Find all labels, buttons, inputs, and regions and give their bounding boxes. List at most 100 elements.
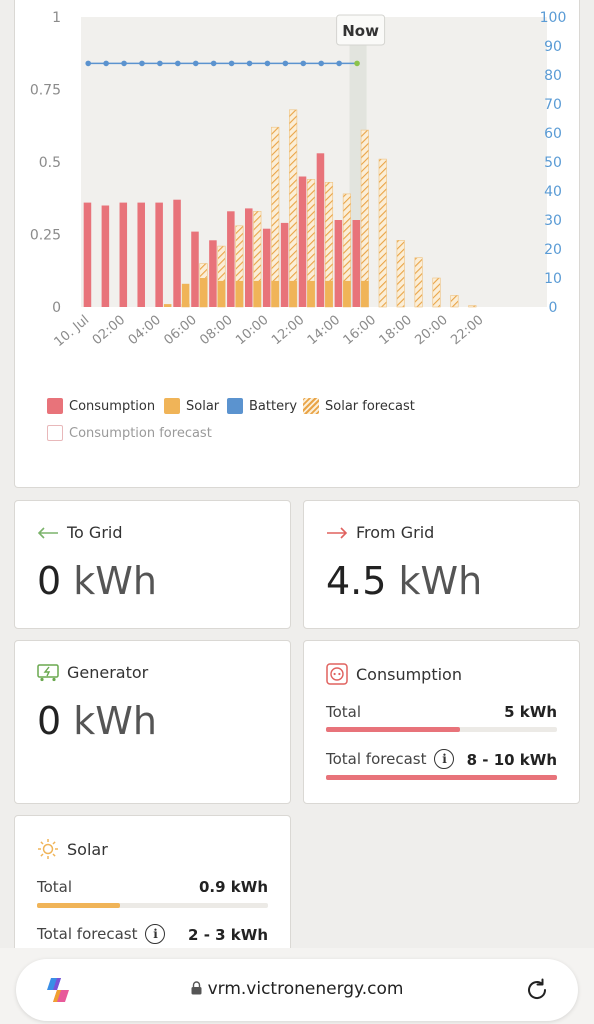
consumption-card[interactable]: Consumption Total 5 kWh Total forecast i… [303, 640, 580, 804]
url-display[interactable]: vrm.victronenergy.com [16, 979, 578, 999]
battery-point [336, 60, 342, 67]
battery-point [85, 60, 92, 67]
address-bar[interactable]: vrm.victronenergy.com [16, 959, 578, 1021]
solar-total-value: 0.9 kWh [199, 878, 268, 896]
y-right-tick-label: 10 [544, 271, 562, 287]
solar-forecast-bar [396, 240, 405, 308]
consumption-bar [352, 220, 361, 307]
legend-swatch-solar [164, 398, 180, 414]
legend-swatch-consumption [47, 398, 63, 414]
consumption-bar [173, 199, 181, 307]
consumption-bar [244, 208, 253, 307]
x-tick-label: 22:00 [448, 313, 486, 349]
info-icon[interactable]: i [145, 924, 166, 944]
solar-bar [235, 280, 244, 307]
sun-icon [38, 839, 58, 859]
generator-label: Generator [67, 663, 149, 682]
solar-forecast-bar [450, 295, 459, 308]
chart-card: 0 0.25 0.5 0.75 1 0 10 20 30 40 50 60 70 80 90 100 Now 10… [14, 0, 580, 488]
x-tick-label: 14:00 [305, 313, 343, 349]
from-grid-number: 4.5 [326, 559, 387, 603]
y-right-tick-label: 20 [544, 242, 562, 258]
y-right-tick-label: 60 [544, 126, 562, 142]
consumption-label: Consumption [356, 664, 462, 684]
solar-bar [163, 304, 172, 307]
solar-total-bar [37, 903, 268, 908]
solar-forecast-bar [289, 109, 298, 308]
x-tick-label: 16:00 [341, 313, 379, 349]
to-grid-number: 0 [37, 559, 62, 603]
info-icon[interactable]: i [434, 749, 455, 769]
now-label: Now [342, 22, 379, 40]
legend-solar[interactable]: Solar [164, 398, 219, 414]
to-grid-card[interactable]: To Grid 0 kWh [14, 500, 291, 629]
solar-bar [361, 280, 369, 307]
to-grid-title: To Grid [37, 523, 123, 542]
solar-bar [307, 280, 315, 307]
consumption-bar [191, 231, 199, 307]
y-right-tick-label: 90 [544, 39, 562, 55]
battery-point [246, 60, 253, 67]
reload-icon[interactable] [524, 977, 550, 1003]
legend-consumption[interactable]: Consumption [47, 398, 155, 414]
consumption-total-bar [326, 727, 557, 732]
solar-total-text: Total [37, 878, 73, 896]
y-right-tick-label: 0 [549, 300, 558, 316]
battery-point [300, 60, 307, 67]
consumption-bar [137, 202, 145, 307]
now-label-box [336, 14, 386, 46]
consumption-title: Consumption [326, 663, 462, 685]
consumption-bar [227, 211, 235, 307]
legend-solar-forecast[interactable]: Solar forecast [303, 398, 415, 414]
generator-unit: kWh [73, 699, 157, 743]
x-tick-label: 12:00 [269, 313, 307, 349]
y-left-tick-label: 0 [52, 300, 61, 316]
consumption-bar [316, 153, 325, 307]
consumption-total-label: Total [326, 703, 361, 721]
x-tick-label: 04:00 [126, 313, 164, 349]
copilot-icon[interactable] [43, 974, 75, 1006]
consumption-bar [334, 220, 343, 307]
consumption-bar [101, 205, 110, 307]
legend-label: Consumption [69, 398, 156, 414]
battery-point [228, 60, 235, 67]
legend-battery[interactable]: Battery [227, 398, 297, 414]
legend-label: Solar forecast [325, 398, 415, 414]
solar-bar [271, 280, 279, 307]
solar-bar [181, 283, 190, 307]
x-tick-label: 10. Jul [52, 313, 93, 351]
from-grid-card[interactable]: From Grid 4.5 kWh [303, 500, 580, 629]
to-grid-label: To Grid [67, 523, 123, 542]
generator-value: 0 kWh [37, 699, 157, 743]
x-tick-label: 10:00 [233, 313, 271, 349]
solar-forecast-bar [360, 129, 369, 308]
consumption-forecast-fill [326, 775, 557, 780]
legend-consumption-forecast[interactable]: Consumption forecast [47, 425, 212, 441]
to-grid-value: 0 kWh [37, 559, 157, 603]
consumption-forecast-label: Total forecast i [326, 749, 455, 769]
generator-icon [37, 663, 59, 681]
y-right-tick-label: 30 [544, 213, 562, 229]
y-right-tick-label: 100 [540, 10, 567, 26]
consumption-total-fill [326, 727, 460, 732]
battery-point [354, 60, 360, 67]
x-tick-label: 02:00 [90, 313, 128, 349]
consumption-bar [155, 202, 163, 307]
x-tick-label: 20:00 [412, 313, 450, 349]
generator-title: Generator [37, 663, 148, 682]
legend-swatch-solar-forecast [303, 398, 319, 414]
generator-card[interactable]: Generator 0 kWh [14, 640, 291, 804]
y-left-tick-label: 0.25 [30, 228, 61, 244]
solar-forecast-value: 2 - 3 kWh [188, 926, 268, 944]
solar-label: Solar [67, 839, 108, 859]
consumption-bar [298, 176, 307, 307]
consumption-forecast-text: Total forecast [326, 750, 427, 768]
solar-forecast-bar [414, 257, 423, 308]
battery-point [282, 60, 289, 67]
x-tick-label: 06:00 [161, 313, 199, 349]
solar-bar [217, 280, 226, 307]
consumption-forecast-bar [326, 775, 557, 780]
solar-card[interactable]: Solar Total 0.9 kWh Total forecast i 2 -… [14, 815, 291, 965]
solar-bar [325, 280, 333, 307]
legend-label: Consumption forecast [69, 425, 212, 441]
